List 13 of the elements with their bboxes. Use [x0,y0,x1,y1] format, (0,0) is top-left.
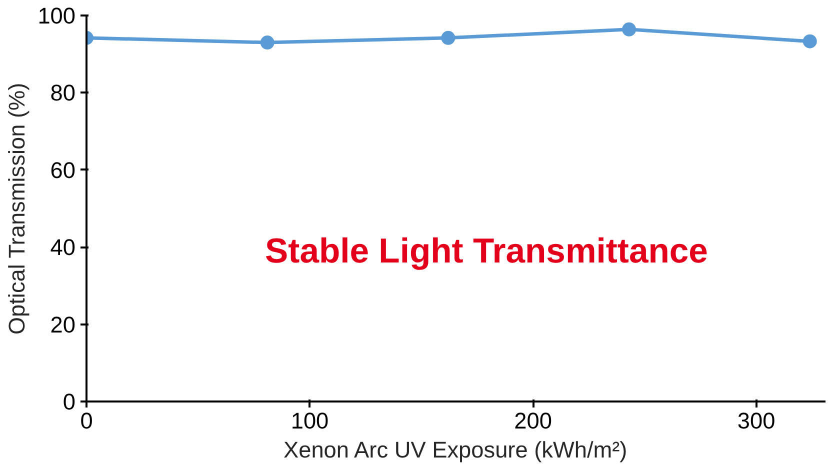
x-tick-label: 0 [80,408,93,434]
x-tick-label: 300 [737,408,776,434]
x-tick-label: 100 [290,408,329,434]
y-tick-label: 20 [50,311,76,338]
annotation: Stable Light Transmittance [265,232,708,270]
y-tick-label: 80 [50,80,76,106]
y-tick-label: 40 [50,234,76,260]
y-tick-label: 0 [62,388,76,414]
x-axis-title: Xenon Arc UV Exposure (kWh/m²) [284,436,628,462]
y-axis-title: Optical Transmission (%) [4,82,30,335]
y-tick-label: 100 [38,2,76,28]
y-tick-label: 60 [50,156,76,183]
x-tick-label: 200 [514,408,552,434]
